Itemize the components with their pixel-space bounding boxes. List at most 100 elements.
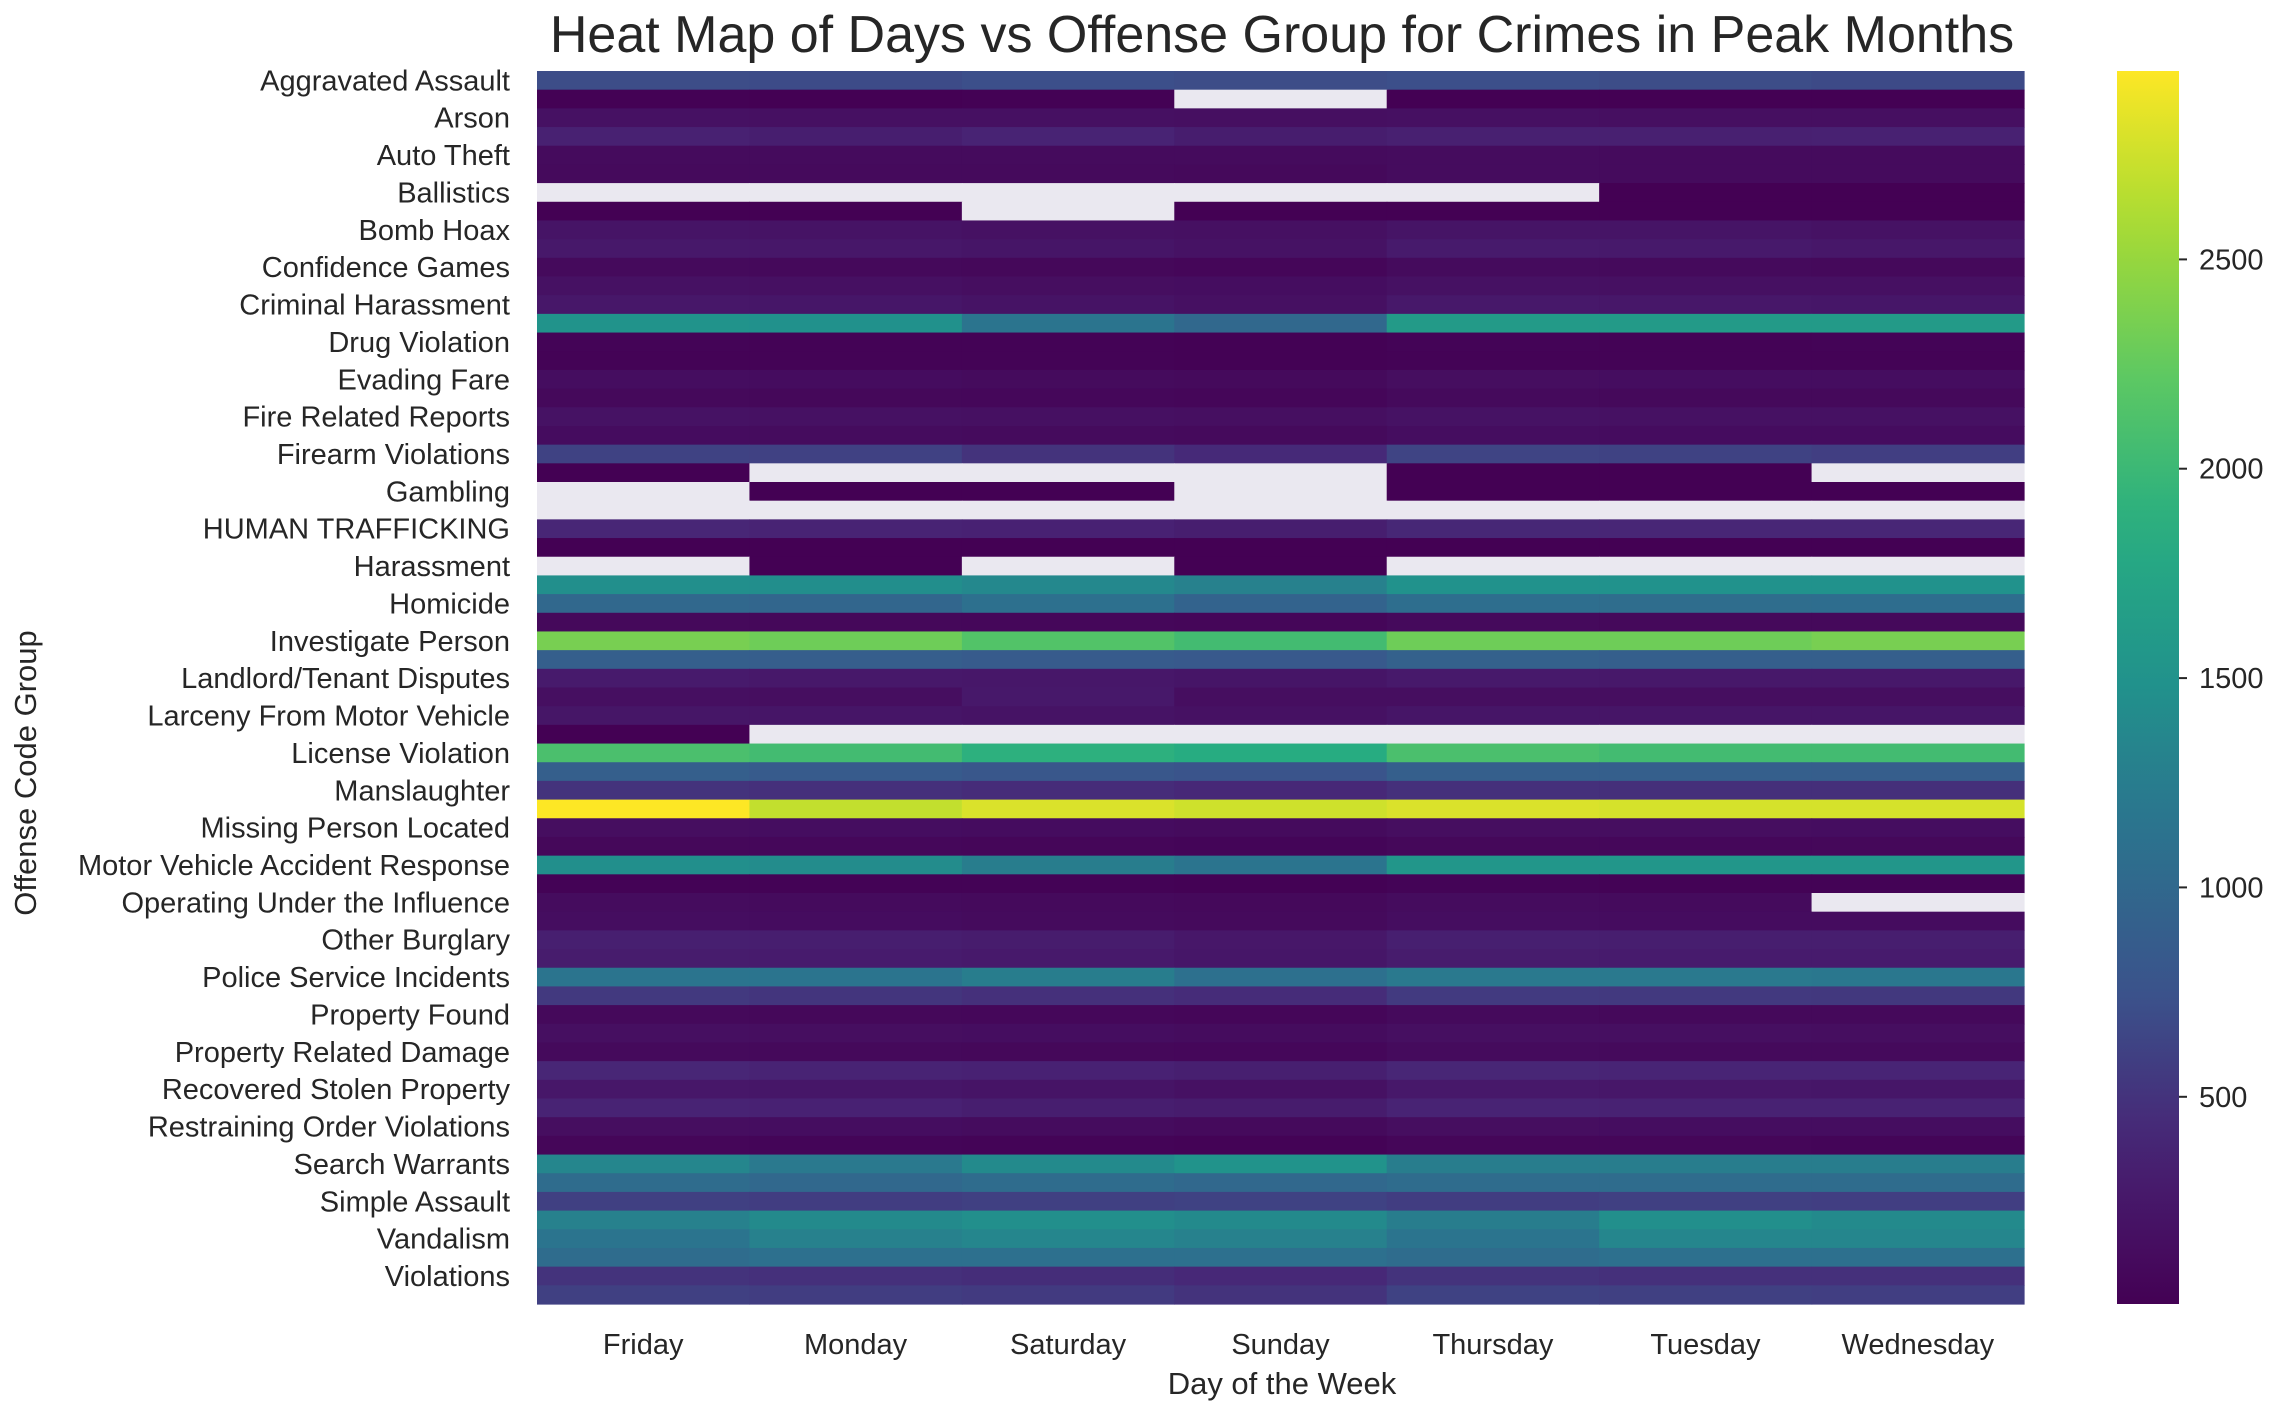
- heatmap-cell: [961, 295, 1175, 315]
- heatmap-cell: [1599, 183, 1813, 203]
- y-tick-label: Search Warrants: [294, 1149, 511, 1181]
- heatmap-cell: [1811, 986, 2025, 1006]
- y-tick-label: Homicide: [389, 588, 510, 620]
- y-tick-label: Restraining Order Violations: [148, 1112, 510, 1144]
- heatmap-cell: [1386, 724, 1600, 745]
- heatmap-cell: [1386, 1042, 1600, 1062]
- heatmap-cell: [1174, 407, 1388, 427]
- heatmap-cell: [961, 108, 1175, 128]
- heatmap-cell: [1174, 89, 1388, 109]
- y-tick-label: Manslaughter: [334, 775, 510, 807]
- y-tick-label: Recovered Stolen Property: [162, 1074, 511, 1106]
- heatmap-cell: [537, 519, 751, 539]
- heatmap-cell: [1386, 145, 1600, 166]
- heatmap-cell: [749, 706, 963, 726]
- heatmap-cell: [749, 463, 963, 483]
- heatmap-cell: [749, 930, 963, 950]
- heatmap-cell: [1599, 1266, 1813, 1286]
- heatmap-cell: [537, 482, 751, 502]
- heatmap-cell: [1811, 1247, 2025, 1268]
- heatmap-cell: [1386, 313, 1600, 334]
- heatmap-cell: [1811, 1229, 2025, 1249]
- heatmap-cell: [749, 743, 963, 763]
- heatmap-cell: [1599, 463, 1813, 483]
- heatmap-cell: [749, 967, 963, 988]
- heatmap-cell: [1174, 575, 1388, 595]
- heatmap-cell: [1386, 183, 1600, 203]
- heatmap-cell: [537, 874, 751, 894]
- heatmap-cell: [961, 239, 1175, 259]
- heatmap-cell: [1174, 949, 1388, 969]
- heatmap-cell: [749, 893, 963, 913]
- heatmap-cell: [961, 444, 1175, 464]
- heatmap-cell: [1811, 89, 2025, 109]
- heatmap-cell: [749, 220, 963, 240]
- heatmap-cell: [1811, 257, 2025, 278]
- heatmap-cell: [1386, 874, 1600, 894]
- heatmap-cell: [1599, 1079, 1813, 1100]
- heatmap-cell: [749, 351, 963, 371]
- heatmap-cell: [961, 1042, 1175, 1062]
- heatmap-cell: [749, 1285, 963, 1305]
- heatmap-cell: [1811, 313, 2025, 334]
- heatmap-cell: [1599, 650, 1813, 670]
- heatmap-cell: [961, 538, 1175, 558]
- heatmap-cell: [537, 594, 751, 614]
- x-tick-label: Monday: [804, 1329, 908, 1361]
- y-tick-labels: Aggravated Assault Arson Auto Theft Ballist…: [78, 65, 511, 1293]
- heatmap-cell: [1174, 276, 1388, 296]
- heatmap-cell: [537, 1117, 751, 1137]
- heatmap-cell: [961, 1061, 1175, 1081]
- heatmap-cell: [961, 556, 1175, 577]
- heatmap-cell: [1174, 967, 1388, 988]
- x-tick-label: Friday: [603, 1329, 684, 1361]
- heatmap-cell: [749, 201, 963, 222]
- heatmap-cell: [749, 89, 963, 109]
- heatmap-cell: [749, 71, 963, 91]
- heatmap-cell: [537, 1173, 751, 1193]
- heatmap-cell: [749, 1005, 963, 1025]
- heatmap-cell: [537, 1061, 751, 1081]
- colorbar-tick-label: 2000: [2199, 454, 2264, 486]
- heatmap-cell: [1811, 575, 2025, 595]
- heatmap-cell: [961, 89, 1175, 109]
- heatmap-cell: [961, 930, 1175, 950]
- heatmap-cell: [537, 1005, 751, 1025]
- heatmap-cell: [1174, 556, 1388, 577]
- heatmap-cell: [1811, 911, 2025, 931]
- heatmap-cell: [1174, 743, 1388, 763]
- heatmap-cell: [1811, 538, 2025, 558]
- heatmap-cell: [749, 874, 963, 894]
- heatmap-cell: [537, 332, 751, 352]
- heatmap-cell: [1386, 1117, 1600, 1137]
- heatmap-cell: [1599, 836, 1813, 857]
- heatmap-cell: [1174, 594, 1388, 614]
- heatmap-cell: [1811, 201, 2025, 222]
- heatmap-cell: [1386, 239, 1600, 259]
- heatmap-cell: [1174, 1005, 1388, 1025]
- heatmap-cell: [1174, 164, 1388, 184]
- heatmap-cell: [749, 1247, 963, 1268]
- heatmap-cell: [1174, 295, 1388, 315]
- heatmap-cell: [537, 1023, 751, 1044]
- heatmap-cell: [1386, 594, 1600, 614]
- heatmap-cell: [537, 893, 751, 913]
- heatmap-cell: [1599, 818, 1813, 838]
- heatmap-cell: [961, 127, 1175, 147]
- heatmap-cell: [961, 276, 1175, 296]
- y-tick-label: Motor Vehicle Accident Response: [78, 850, 510, 882]
- heatmap-cell: [1811, 1061, 2025, 1081]
- heatmap-cell: [961, 575, 1175, 595]
- heatmap-cell: [749, 295, 963, 315]
- heatmap-cell: [961, 874, 1175, 894]
- heatmap-cell: [749, 836, 963, 857]
- heatmap-cell: [961, 351, 1175, 371]
- heatmap-cell: [537, 743, 751, 763]
- heatmap-cell: [1811, 706, 2025, 726]
- heatmap-cell: [961, 949, 1175, 969]
- heatmap-cell: [537, 164, 751, 184]
- heatmap-cell: [1811, 425, 2025, 446]
- heatmap-cell: [1811, 1191, 2025, 1212]
- heatmap-cell: [1599, 1098, 1813, 1118]
- heatmap-cell: [537, 71, 751, 91]
